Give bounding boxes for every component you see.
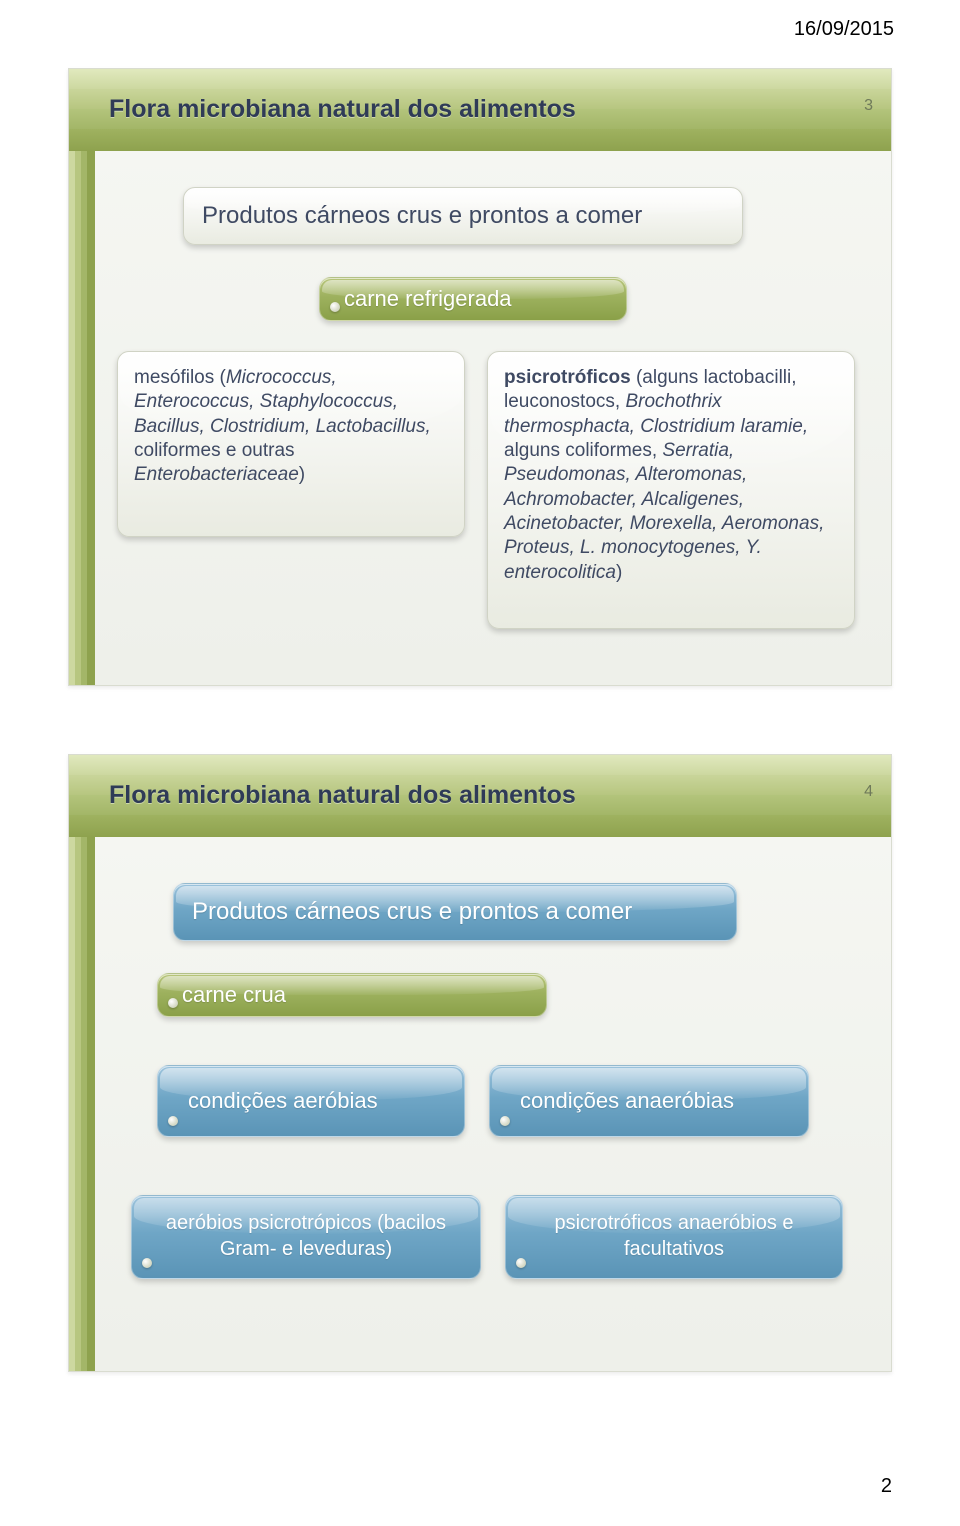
sub-text: carne crua — [176, 982, 286, 1008]
heading-pill: Produtos cárneos crus e prontos a comer — [183, 187, 743, 245]
bullet-dot — [168, 1116, 178, 1126]
bullet-dot — [516, 1258, 526, 1268]
heading-pill: Produtos cárneos crus e prontos a comer — [173, 883, 737, 941]
page-date: 16/09/2015 — [794, 18, 894, 41]
heading-text: Produtos cárneos crus e prontos a comer — [192, 898, 632, 926]
heading-text: Produtos cárneos crus e prontos a comer — [202, 202, 642, 230]
slide-title: Flora microbiana natural dos alimentos — [109, 95, 576, 124]
slide-number: 3 — [864, 97, 873, 115]
sub-text: carne refrigerada — [338, 286, 512, 312]
right-card-text: psicrotróficos (alguns lactobacilli, leu… — [504, 366, 838, 585]
sub-pill: carne crua — [157, 973, 547, 1017]
right-plain1: psicrotróficos — [504, 367, 631, 388]
right-italic2: Serratia, Pseudomonas, Alteromonas, Achr… — [504, 440, 824, 583]
cond1-pill: condições aeróbias — [157, 1065, 465, 1137]
res1-card: aeróbios psicrotrópicos (bacilos Gram- e… — [131, 1195, 481, 1279]
left-card-text: mesófilos (Micrococcus, Enterococcus, St… — [134, 366, 448, 488]
left-plain: mesófilos ( — [134, 367, 226, 388]
right-plain3: alguns coliformes, — [504, 440, 662, 461]
res1a: aeróbios psicrotrópicos (bacilos — [166, 1212, 446, 1234]
left-tail-plain: coliformes e outras — [134, 440, 295, 461]
cond2-text: condições anaeróbias — [508, 1088, 734, 1114]
sub-pill: carne refrigerada — [319, 277, 627, 321]
slide-title: Flora microbiana natural dos alimentos — [109, 781, 576, 810]
res1b: Gram- e leveduras) — [220, 1238, 392, 1260]
res2a: psicrotróficos anaeróbios e — [554, 1212, 793, 1234]
cond1-text: condições aeróbias — [176, 1088, 378, 1114]
right-close: ) — [616, 562, 622, 583]
res2-card: psicrotróficos anaeróbios e facultativos — [505, 1195, 843, 1279]
slide-2: Flora microbiana natural dos alimentos 4… — [68, 754, 892, 1372]
res1-text: aeróbios psicrotrópicos (bacilos Gram- e… — [166, 1211, 446, 1262]
res2-text: psicrotróficos anaeróbios e facultativos — [554, 1211, 793, 1262]
left-card: mesófilos (Micrococcus, Enterococcus, St… — [117, 351, 465, 537]
left-close: ) — [299, 464, 305, 485]
right-card: psicrotróficos (alguns lactobacilli, leu… — [487, 351, 855, 629]
side-stripes — [69, 837, 95, 1371]
res2b: facultativos — [624, 1238, 724, 1260]
cond2-pill: condições anaeróbias — [489, 1065, 809, 1137]
slide-number: 4 — [864, 783, 873, 801]
left-tail-italic: Enterobacteriaceae — [134, 464, 299, 485]
side-stripes — [69, 151, 95, 685]
slide-1: Flora microbiana natural dos alimentos 3… — [68, 68, 892, 686]
bullet-dot — [500, 1116, 510, 1126]
page-number: 2 — [881, 1475, 892, 1498]
bullet-dot — [142, 1258, 152, 1268]
